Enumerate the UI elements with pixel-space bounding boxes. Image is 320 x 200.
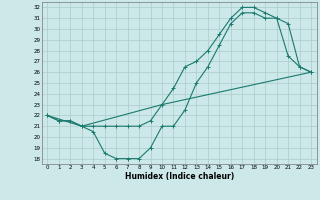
X-axis label: Humidex (Indice chaleur): Humidex (Indice chaleur) (124, 172, 234, 181)
